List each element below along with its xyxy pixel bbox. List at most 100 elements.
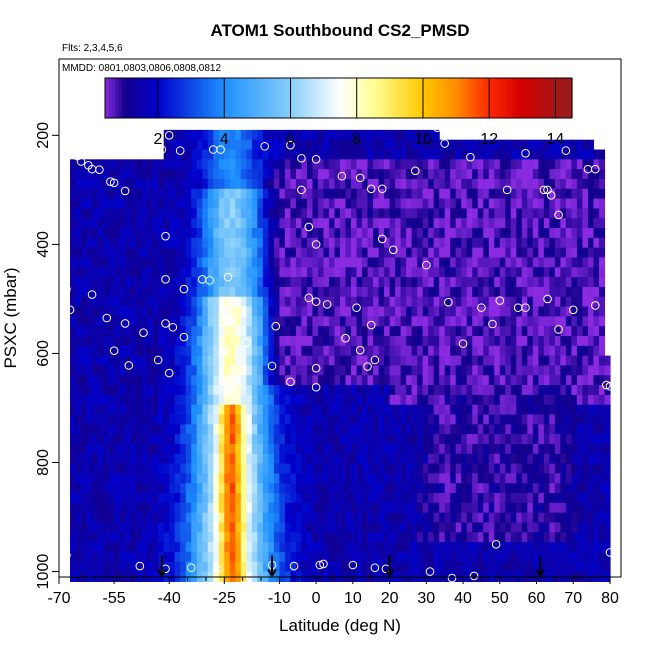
heatmap-cell bbox=[202, 493, 209, 504]
heatmap-cell bbox=[587, 394, 595, 406]
heatmap-cell bbox=[351, 316, 358, 327]
heatmap-cell bbox=[411, 159, 418, 170]
heatmap-cell bbox=[362, 385, 369, 396]
heatmap-cell bbox=[395, 414, 402, 425]
heatmap-cell bbox=[554, 355, 561, 367]
heatmap-cell bbox=[472, 316, 479, 327]
heatmap-cell bbox=[213, 512, 220, 524]
heatmap-cell bbox=[576, 443, 584, 455]
heatmap-cell bbox=[483, 277, 490, 288]
heatmap-cell bbox=[213, 551, 220, 563]
heatmap-cell bbox=[450, 434, 457, 445]
heatmap-cell bbox=[136, 522, 143, 533]
heatmap-cell bbox=[224, 169, 231, 180]
heatmap-cell bbox=[163, 335, 170, 347]
heatmap-cell bbox=[125, 208, 132, 219]
observation-point bbox=[315, 560, 325, 570]
heatmap-cell bbox=[411, 129, 418, 141]
heatmap-cell bbox=[86, 414, 93, 425]
heatmap-cell bbox=[373, 149, 380, 160]
heatmap-cell bbox=[351, 178, 358, 190]
heatmap-cell bbox=[351, 522, 358, 533]
heatmap-cell bbox=[202, 149, 209, 160]
heatmap-cell bbox=[395, 218, 402, 229]
heatmap-cell bbox=[158, 512, 165, 524]
heatmap-cell bbox=[378, 257, 385, 268]
heatmap-cell bbox=[362, 512, 369, 524]
heatmap-cell bbox=[163, 532, 170, 543]
heatmap-cell bbox=[158, 453, 165, 465]
heatmap-cell bbox=[251, 502, 258, 514]
heatmap-cell bbox=[538, 188, 545, 200]
heatmap-cell bbox=[362, 453, 369, 465]
heatmap-cell bbox=[510, 149, 517, 160]
heatmap-cell bbox=[582, 483, 589, 494]
heatmap-cell bbox=[251, 208, 258, 219]
heatmap-cell bbox=[565, 306, 573, 317]
heatmap-cell bbox=[510, 208, 517, 219]
heatmap-cell bbox=[351, 218, 358, 229]
heatmap-cell bbox=[538, 502, 545, 514]
heatmap-cell bbox=[130, 228, 137, 239]
heatmap-cell bbox=[158, 483, 165, 494]
observation-point bbox=[62, 284, 71, 294]
heatmap-cell bbox=[417, 394, 424, 406]
colorbar-segment bbox=[461, 78, 466, 118]
heatmap-cell bbox=[538, 424, 545, 435]
heatmap-cell bbox=[185, 542, 192, 553]
heatmap-cell bbox=[169, 463, 176, 474]
heatmap-cell bbox=[395, 483, 402, 494]
heatmap-cell bbox=[367, 306, 374, 317]
heatmap-cell bbox=[257, 218, 264, 229]
heatmap-cell bbox=[125, 188, 132, 200]
heatmap-cell bbox=[400, 473, 407, 484]
heatmap-cell bbox=[246, 208, 253, 219]
heatmap-cell bbox=[351, 404, 358, 416]
heatmap-cell bbox=[345, 345, 352, 357]
heatmap-cell bbox=[207, 188, 214, 200]
heatmap-cell bbox=[422, 394, 429, 406]
heatmap-cell bbox=[461, 316, 468, 327]
colorbar-segment bbox=[448, 78, 453, 118]
heatmap-cell bbox=[571, 453, 578, 465]
heatmap-cell bbox=[180, 178, 187, 190]
heatmap-cell bbox=[86, 493, 93, 504]
heatmap-cell bbox=[571, 247, 578, 259]
heatmap-cell bbox=[510, 512, 517, 524]
heatmap-cell bbox=[549, 493, 556, 504]
heatmap-cell bbox=[328, 483, 336, 494]
heatmap-cell bbox=[362, 355, 369, 367]
heatmap-cell bbox=[202, 139, 209, 151]
heatmap-cell bbox=[229, 228, 236, 239]
heatmap-cell bbox=[433, 178, 440, 190]
heatmap-cell bbox=[543, 394, 550, 406]
heatmap-cell bbox=[125, 247, 132, 259]
heatmap-cell bbox=[340, 296, 347, 308]
heatmap-cell bbox=[273, 139, 280, 151]
heatmap-cell bbox=[158, 267, 165, 278]
heatmap-cell bbox=[185, 394, 192, 406]
heatmap-cell bbox=[450, 149, 457, 160]
heatmap-cell bbox=[141, 277, 148, 288]
heatmap-cell bbox=[136, 277, 143, 288]
heatmap-cell bbox=[527, 414, 534, 425]
heatmap-cell bbox=[312, 542, 319, 553]
heatmap-cell bbox=[433, 414, 440, 425]
heatmap-cell bbox=[246, 277, 253, 288]
heatmap-cell bbox=[125, 257, 132, 268]
heatmap-cell bbox=[461, 542, 468, 553]
heatmap-cell bbox=[279, 414, 286, 425]
heatmap-cell bbox=[185, 188, 192, 200]
heatmap-cell bbox=[510, 306, 517, 317]
heatmap-cell bbox=[224, 512, 231, 524]
heatmap-cell bbox=[229, 129, 236, 141]
observation-point bbox=[370, 563, 380, 573]
heatmap-cell bbox=[284, 532, 292, 543]
heatmap-cell bbox=[571, 424, 578, 435]
heatmap-cell bbox=[224, 326, 231, 337]
heatmap-cell bbox=[400, 228, 407, 239]
heatmap-cell bbox=[406, 355, 413, 367]
heatmap-cell bbox=[75, 306, 82, 317]
heatmap-cell bbox=[367, 512, 374, 524]
heatmap-cell bbox=[224, 414, 231, 425]
